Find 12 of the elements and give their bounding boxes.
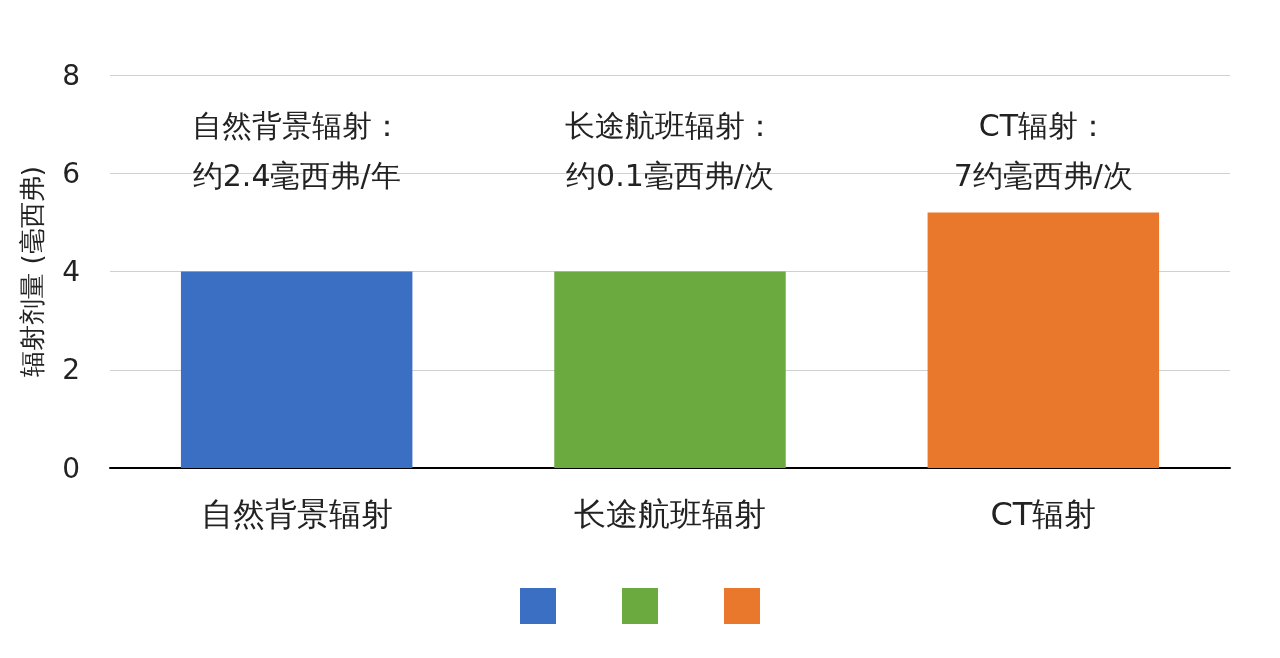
x-tick-label: CT辐射 (990, 495, 1097, 533)
x-tick-label: 长途航班辐射 (574, 495, 766, 533)
x-tick-label: 自然背景辐射 (200, 495, 393, 533)
annotation: 长途航班辐射：约0.1毫西弗/次 (565, 107, 775, 193)
y-tick-label: 4 (62, 255, 80, 288)
annotation: CT辐射：7约毫西弗/次 (953, 107, 1133, 193)
y-tick-label: 0 (62, 451, 80, 485)
y-axis-title: 辐射剂量 (毫西弗) (17, 166, 47, 377)
annotation: 自然背景辐射：约2.4毫西弗/年 (191, 107, 402, 193)
y-tick-label: 8 (62, 58, 80, 92)
y-tick-label: 2 (62, 353, 80, 387)
y-tick-label: 6 (62, 156, 80, 190)
